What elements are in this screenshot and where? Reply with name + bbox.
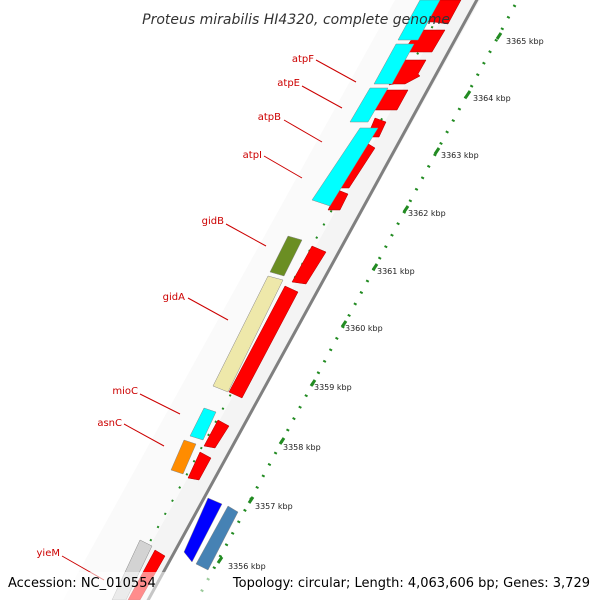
gene-steelblue[interactable] (195, 505, 239, 571)
scale-tick-label: 3362 kbp (408, 209, 446, 218)
cds-arrow[interactable] (187, 451, 212, 481)
gene-gidA[interactable] (212, 275, 284, 393)
cds-arrow[interactable] (203, 419, 230, 449)
gene-atpB[interactable] (349, 87, 389, 123)
gene-label: atpB (258, 112, 281, 123)
gene-label: atpE (277, 78, 300, 89)
scale-labels: 3365 kbp 3364 kbp 3363 kbp 3362 kbp 3361… (228, 37, 544, 571)
gene-atpE[interactable] (373, 43, 415, 85)
gene-label: atpF (292, 54, 314, 65)
cds-arrow[interactable] (388, 59, 427, 86)
gene-gidB[interactable] (269, 235, 303, 277)
track-ribbon-outer (120, 0, 480, 600)
label-leaders (61, 59, 357, 581)
gene-label: gidA (163, 292, 185, 303)
gene-label: asnC (97, 418, 122, 429)
scale-tick-label: 3363 kbp (441, 151, 479, 160)
scale-tick-label: 3365 kbp (506, 37, 544, 46)
gene-blue[interactable] (183, 497, 223, 563)
topology-text: Topology: circular; Length: 4,063,606 bp… (232, 576, 590, 591)
gene-atpI[interactable] (311, 127, 379, 207)
gene-label: gidB (202, 216, 224, 227)
gene-labels: atpF atpE atpB atpI gidB gidA mioC asnC … (37, 54, 315, 559)
scale-tick-label: 3356 kbp (228, 562, 266, 571)
gene-mioC[interactable] (189, 407, 217, 441)
gene-label: mioC (112, 386, 138, 397)
scale-tick-label: 3361 kbp (377, 267, 415, 276)
gene-atpF[interactable] (397, 0, 441, 41)
scale-tick-label: 3359 kbp (314, 383, 352, 392)
gene-asnC[interactable] (170, 439, 197, 475)
genome-title: Proteus mirabilis HI4320, complete genom… (142, 12, 450, 28)
gene-label: atpI (243, 150, 262, 161)
scale-tick-marks (216, 32, 503, 564)
gene-label: yieM (37, 548, 60, 559)
scale-tick-label: 3357 kbp (255, 502, 293, 511)
cds-arrow[interactable] (291, 245, 327, 285)
inner-dotted-line (117, 0, 448, 600)
gene-track (111, 0, 441, 600)
genome-backbone (146, 0, 479, 600)
scale-tick-label: 3364 kbp (473, 94, 511, 103)
footer-backdrop (0, 572, 600, 600)
cds-arrow[interactable] (228, 285, 299, 399)
scale-tick-label: 3358 kbp (283, 443, 321, 452)
scale-tick-label: 3360 kbp (345, 324, 383, 333)
accession-text: Accession: NC_010554 (8, 576, 156, 591)
